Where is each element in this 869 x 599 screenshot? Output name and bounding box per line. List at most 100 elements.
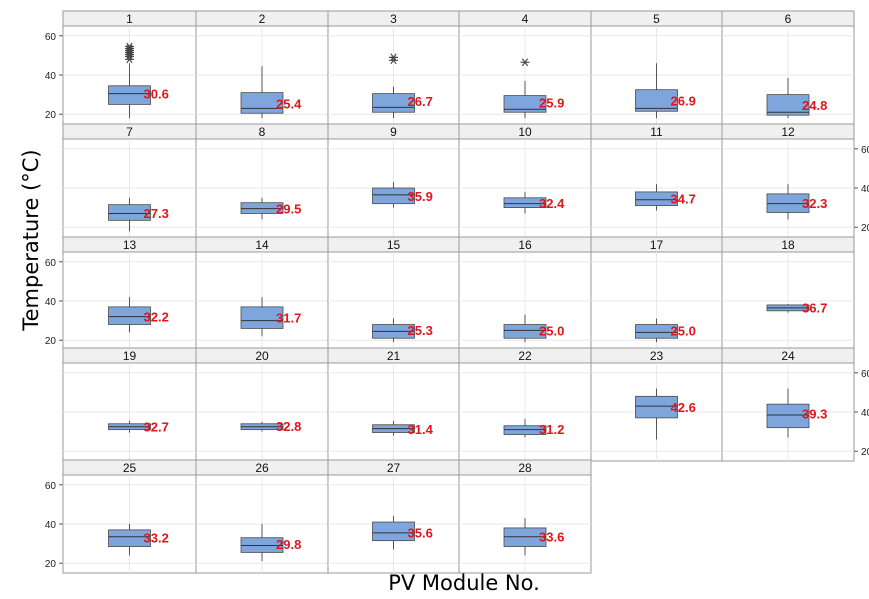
box [372, 521, 415, 542]
panel-title: 13 [123, 238, 137, 252]
y-tick-label: 60 [861, 369, 869, 380]
y-tick-label: 60 [861, 145, 869, 156]
panel-5: 526.9 [590, 10, 723, 125]
panel-title: 9 [390, 125, 397, 139]
panel-27: 27 35.6 [327, 459, 460, 574]
mean-label: 33.6 [539, 530, 564, 545]
y-tick-label: 40 [861, 408, 869, 419]
mean-label: 25.0 [671, 323, 696, 338]
panel-title: 12 [781, 125, 795, 139]
panel-22: 22 31.2 [458, 347, 592, 462]
box [503, 95, 547, 113]
outlier-marker [389, 53, 398, 62]
outlier-stroke [390, 53, 397, 62]
y-tick-label: 20 [861, 447, 869, 458]
mean-label: 35.6 [408, 526, 433, 541]
mean-label: 42.6 [671, 400, 696, 415]
box [766, 94, 810, 116]
panel-title: 5 [653, 12, 660, 26]
box [635, 191, 678, 207]
panel-title: 26 [255, 461, 269, 475]
panel-15: 15 25.3 [327, 236, 460, 351]
mean-label: 25.3 [408, 323, 433, 338]
panel-title: 14 [255, 238, 269, 252]
outlier-marker [125, 42, 134, 51]
panels-group: 130.6204060225.4326.7425.9526.9624.8727.… [45, 10, 869, 574]
panel-19: 19 32.7 [62, 347, 197, 462]
mean-label: 33.2 [144, 530, 169, 545]
mean-label: 24.8 [802, 98, 827, 113]
y-tick-label: 60 [45, 32, 57, 43]
panel-title: 19 [123, 349, 137, 363]
panel-14: 14 31.7 [195, 236, 329, 351]
mean-label: 31.4 [408, 422, 434, 437]
panel-title: 2 [259, 12, 266, 26]
panel-title: 20 [255, 349, 269, 363]
mean-label: 36.7 [802, 300, 827, 315]
y-tick-label: 60 [45, 258, 57, 269]
mean-label: 31.7 [276, 310, 301, 325]
box [635, 395, 678, 419]
mean-label: 29.8 [276, 537, 301, 552]
box [240, 306, 284, 329]
mean-label: 25.0 [539, 323, 564, 338]
panel-title: 1 [126, 12, 133, 26]
panel-8: 829.5 [195, 123, 329, 238]
box [635, 324, 678, 339]
panel-title: 3 [390, 12, 397, 26]
mean-label: 25.4 [276, 97, 302, 112]
mean-label: 39.3 [802, 406, 827, 421]
panel-16: 16 25.0 [458, 236, 592, 351]
mean-label: 26.9 [671, 94, 696, 109]
mean-label: 32.3 [802, 196, 827, 211]
panel-title: 21 [387, 349, 401, 363]
panel-12: 12 32.3 20 40 60 [721, 123, 869, 238]
panel-28: 28 33.6 [458, 459, 592, 574]
panel-title: 8 [259, 125, 266, 139]
panel-10: 10 32.4 [458, 123, 592, 238]
panel-title: 28 [518, 461, 532, 475]
mean-label: 32.4 [539, 196, 565, 211]
mean-label: 31.2 [539, 422, 564, 437]
box [766, 403, 810, 429]
y-tick-label: 20 [45, 336, 57, 347]
panel-2: 225.4 [195, 10, 329, 125]
panel-13: 13 32.2 20 40 60 [45, 236, 197, 351]
y-tick-label: 40 [45, 71, 57, 82]
panel-7: 727.3 [62, 123, 197, 238]
panel-6: 624.8 [721, 10, 855, 125]
panel-23: 23 42.6 [590, 347, 723, 462]
mean-label: 29.5 [276, 202, 301, 217]
panel-title: 11 [650, 125, 663, 139]
box [503, 197, 547, 209]
y-tick-label: 40 [861, 184, 869, 195]
y-tick-label: 40 [45, 297, 57, 308]
y-tick-label: 20 [45, 559, 57, 570]
panel-20: 20 32.8 [195, 347, 329, 462]
x-axis-title: PV Module No. [388, 571, 540, 595]
panel-18: 18 36.7 [721, 236, 855, 351]
panel-title: 24 [781, 349, 795, 363]
panel-title: 27 [387, 461, 401, 475]
panel-title: 23 [650, 349, 664, 363]
box [108, 85, 151, 105]
mean-label: 27.3 [144, 206, 169, 221]
panel-title: 6 [785, 12, 792, 26]
panel-title: 22 [518, 349, 532, 363]
outlier-marker [520, 58, 530, 67]
box [635, 89, 678, 112]
panel-11: 11 34.7 [590, 123, 723, 238]
box [108, 204, 151, 221]
panel-title: 7 [126, 125, 133, 139]
y-tick-label: 20 [45, 110, 57, 121]
mean-label: 26.7 [408, 94, 433, 109]
y-tick-label: 60 [45, 481, 57, 492]
panel-title: 17 [650, 238, 664, 252]
box [108, 306, 151, 325]
box [372, 187, 415, 205]
mean-label: 32.8 [276, 419, 301, 434]
y-tick-label: 20 [861, 223, 869, 234]
box [108, 529, 151, 547]
mean-label: 25.9 [539, 96, 564, 111]
